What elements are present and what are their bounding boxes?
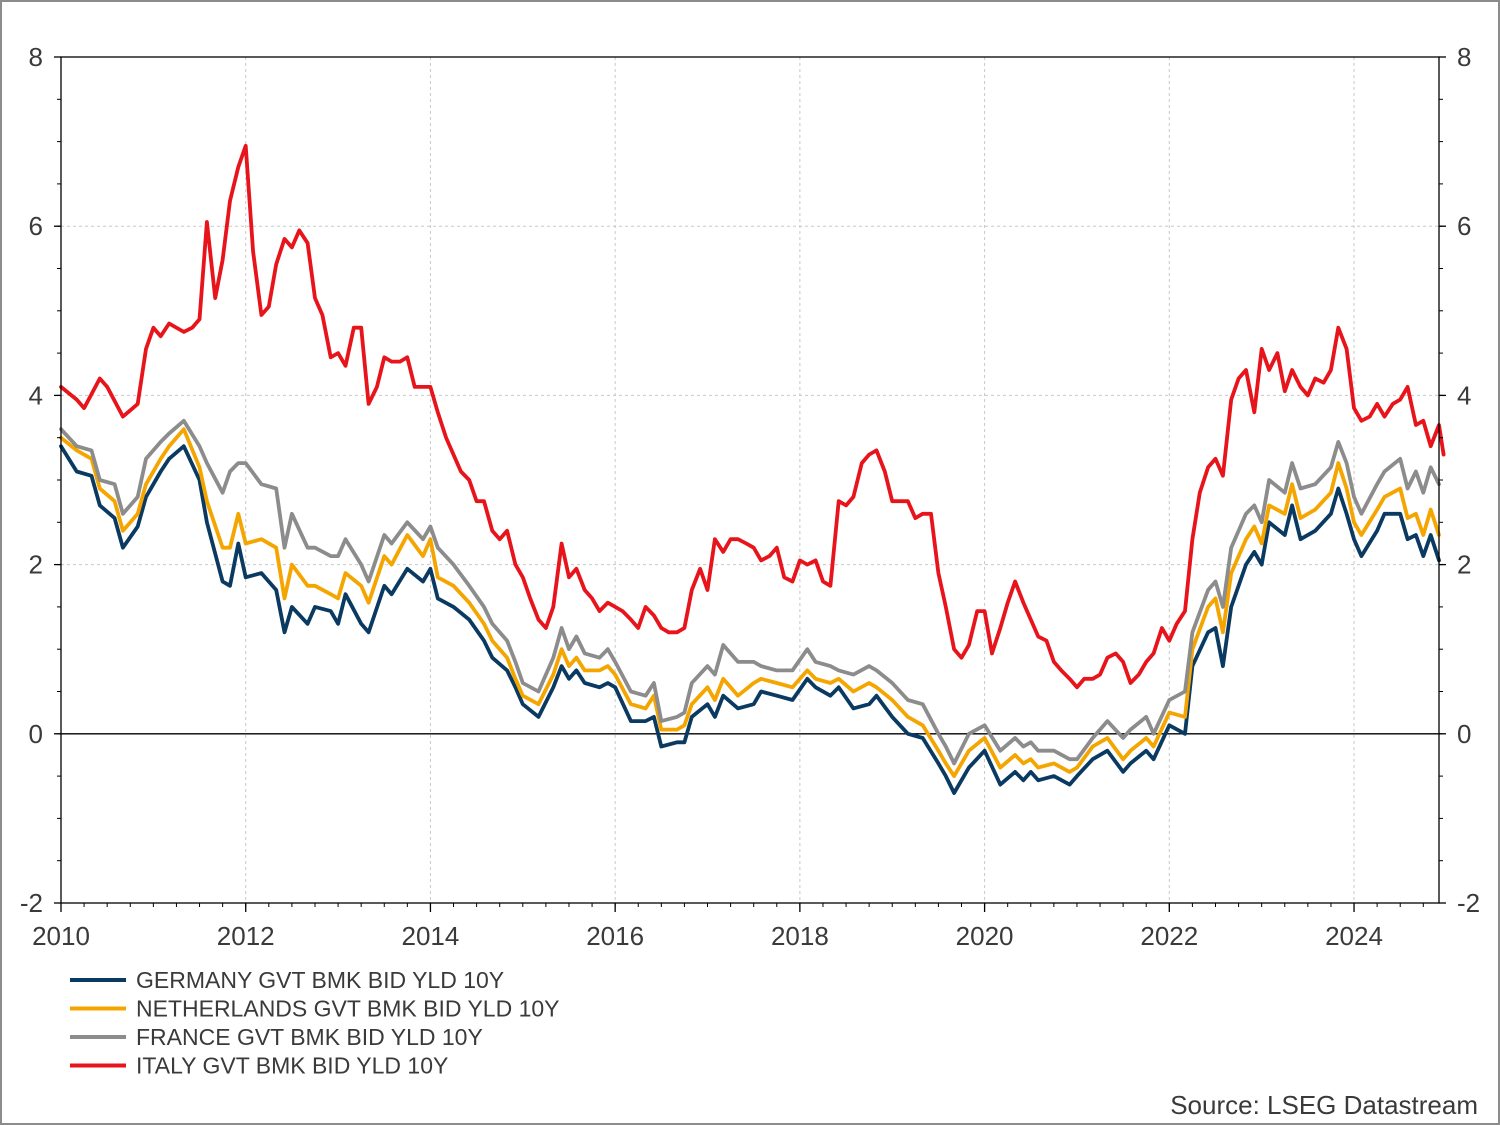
x-tick-label: 2022 (1140, 921, 1198, 951)
x-tick-label: 2020 (956, 921, 1014, 951)
y-tick-label-right: 2 (1457, 550, 1471, 580)
series-line-1 (59, 427, 1441, 778)
plot-border (60, 56, 1440, 904)
x-tick-label: 2010 (32, 921, 90, 951)
series-line-2 (59, 418, 1441, 766)
legend-label-2: FRANCE GVT BMK BID YLD 10Y (136, 1024, 483, 1050)
x-tick-label: 2016 (586, 921, 644, 951)
x-tick-label: 2024 (1325, 921, 1383, 951)
x-tick-label: 2014 (402, 921, 460, 951)
y-tick-label-left: 6 (29, 211, 43, 241)
y-tick-label-right: 8 (1457, 42, 1471, 72)
y-tick-label-left: -2 (20, 888, 43, 918)
legend-label-3: ITALY GVT BMK BID YLD 10Y (136, 1053, 448, 1079)
x-tick-label: 2012 (217, 921, 275, 951)
legend-label-0: GERMANY GVT BMK BID YLD 10Y (136, 967, 504, 993)
x-tick-label: 2018 (771, 921, 829, 951)
y-tick-label-right: 4 (1457, 380, 1471, 410)
y-tick-label-left: 0 (29, 719, 43, 749)
y-tick-label-right: 6 (1457, 211, 1471, 241)
source-label: Source: LSEG Datastream (1170, 1090, 1478, 1120)
y-tick-label-left: 4 (29, 380, 43, 410)
y-tick-label-left: 8 (29, 42, 43, 72)
y-tick-label-right: 0 (1457, 719, 1471, 749)
y-tick-label-left: 2 (29, 550, 43, 580)
legend-label-1: NETHERLANDS GVT BMK BID YLD 10Y (136, 996, 560, 1022)
series-layer (59, 143, 1446, 795)
legend: GERMANY GVT BMK BID YLD 10Y NETHERLANDS G… (70, 967, 560, 1079)
gridlines (61, 57, 1439, 903)
series-line-0 (59, 444, 1441, 795)
axes: -2 -2 0 0 2 2 4 4 6 6 8 8 2010 2012 2014 2016 2018 2020 20… (20, 42, 1480, 951)
y-tick-label-right: -2 (1457, 888, 1480, 918)
series-line-3 (59, 143, 1446, 690)
